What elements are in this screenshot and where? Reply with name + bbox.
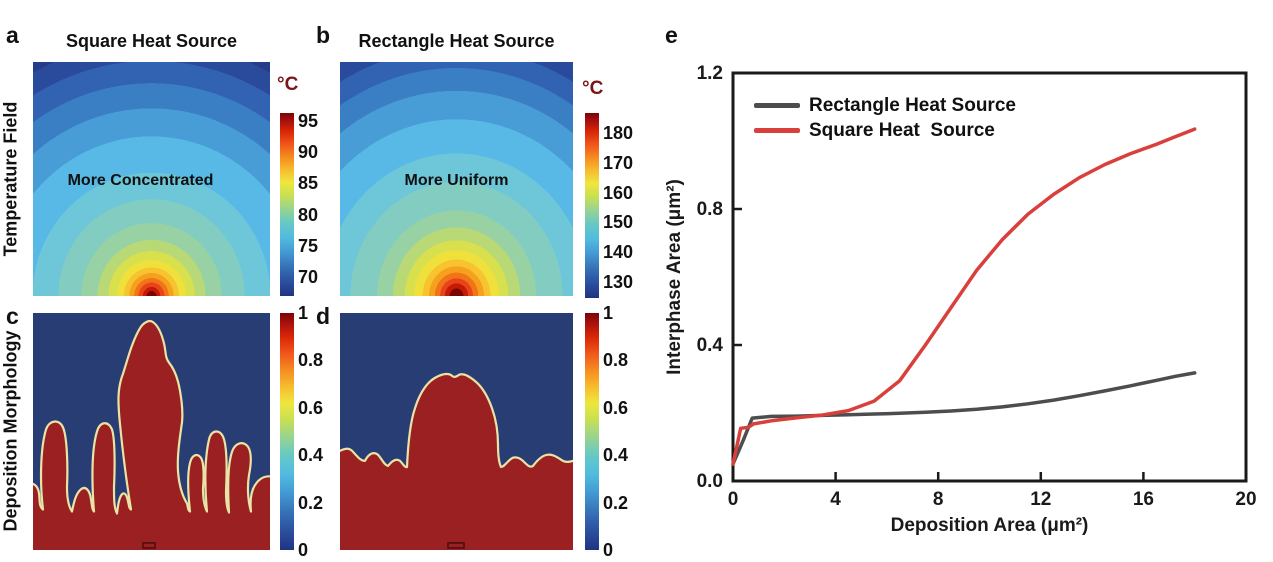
colorbar-tick-label: 180	[603, 122, 634, 143]
row-label-temperature-field: Temperature Field	[0, 101, 21, 257]
y-axis-tick-label: 0.4	[697, 335, 724, 356]
legend-line-swatch	[754, 103, 800, 108]
dendritic-deposit-shape	[33, 319, 270, 550]
x-axis-title: Deposition Area (μm²)	[891, 515, 1089, 536]
colorbar-a-unit-celsius: °C	[277, 74, 299, 95]
panel-b-title: Rectangle Heat Source	[358, 31, 555, 51]
legend-row: Square Heat Source	[754, 118, 1016, 143]
colorbar-tick-label: 0.6	[298, 397, 324, 418]
y-axis-title: Interphase Area (μm²)	[664, 179, 685, 375]
deposition-morphology-rectangle-map	[340, 313, 573, 550]
colorbar-tick-label: 0.8	[298, 350, 324, 371]
colorbar-b-gradient	[585, 113, 599, 298]
panel-letter-d: d	[316, 303, 331, 329]
colorbar-d-tick-labels: 1 0.8 0.6 0.4 0.2 0	[603, 303, 647, 560]
colorbar-tick-label: 1	[298, 303, 309, 323]
colorbar-tick-label: 0.4	[603, 445, 629, 466]
series-line-0	[731, 371, 1197, 466]
colorbar-tick-label: 1	[603, 303, 614, 323]
colorbar-tick-label: 0.2	[603, 492, 629, 513]
colorbar-tick-label: 95	[298, 110, 319, 131]
panel-letter-e: e	[665, 22, 678, 48]
plot-frame	[731, 71, 1248, 483]
y-axis-tick-label: 1.2	[697, 63, 723, 84]
x-axis-tick-label: 20	[1235, 489, 1256, 510]
row-label-deposition-morphology: Deposition Morphology	[0, 330, 21, 532]
x-axis-tick-label: 4	[830, 489, 841, 510]
deposition-morphology-square-map	[33, 313, 270, 550]
legend-label: Rectangle Heat Source	[809, 94, 1016, 116]
colorbar-tick-label: 0.4	[298, 445, 324, 466]
panel-letter-c: c	[6, 303, 19, 329]
colorbar-tick-label: 0.6	[603, 397, 629, 418]
series-line-1	[731, 127, 1197, 466]
colorbar-a-tick-labels: 95 90 85 80 75 70	[298, 110, 342, 296]
colorbar-tick-label: 0	[603, 540, 614, 560]
x-axis-tick-label: 8	[933, 489, 944, 510]
panel-a-title: Square Heat Source	[65, 31, 238, 51]
colorbar-c-tick-labels: 1 0.8 0.6 0.4 0.2 0	[298, 303, 342, 560]
temperature-field-rectangle-heatmap: More Uniform	[340, 62, 573, 296]
x-axis-tick-label: 16	[1133, 489, 1154, 510]
legend-line-swatch	[754, 128, 800, 133]
chart-legend: Rectangle Heat Source Square Heat Source	[754, 93, 1016, 143]
panel-letter-a: a	[6, 22, 19, 48]
colorbar-tick-label: 90	[298, 141, 319, 162]
smooth-deposit-shape	[340, 372, 573, 550]
colorbar-d-gradient	[585, 313, 599, 550]
legend-row: Rectangle Heat Source	[754, 93, 1016, 118]
colorbar-b-unit-celsius: °C	[582, 78, 604, 99]
colorbar-tick-label: 150	[603, 212, 634, 233]
substrate-seed-mark	[447, 542, 465, 549]
annotation-more-concentrated: More Concentrated	[67, 172, 214, 189]
colorbar-b-tick-labels: 180 170 160 150 140 130	[603, 113, 647, 298]
y-axis-tick-label: 0.8	[697, 199, 723, 220]
colorbar-tick-label: 0	[298, 540, 309, 560]
x-axis-tick-label: 12	[1030, 489, 1051, 510]
legend-label: Square Heat Source	[809, 119, 995, 141]
colorbar-tick-label: 170	[603, 152, 634, 173]
colorbar-tick-label: 130	[603, 271, 634, 292]
annotation-more-uniform: More Uniform	[404, 172, 509, 189]
temperature-field-square-heatmap: More Concentrated	[33, 62, 270, 296]
interphase-area-line-chart: 0 4 8 12 16 20 0.0 0.4 0.8 1.2 Deposition Area (μm…	[640, 0, 1273, 562]
panel-letter-b: b	[316, 22, 331, 48]
colorbar-a-gradient	[280, 113, 294, 296]
colorbar-tick-label: 80	[298, 204, 319, 225]
colorbar-tick-label: 0.2	[298, 492, 324, 513]
colorbar-tick-label: 70	[298, 267, 319, 288]
colorbar-tick-label: 75	[298, 235, 319, 256]
colorbar-tick-label: 85	[298, 173, 319, 194]
colorbar-tick-label: 0.8	[603, 350, 629, 371]
line-chart-svg: 0 4 8 12 16 20 0.0 0.4 0.8 1.2 Deposition Area (μm…	[664, 63, 1257, 536]
colorbar-tick-label: 140	[603, 242, 634, 263]
substrate-seed-mark	[142, 542, 156, 549]
y-axis-tick-label: 0.0	[697, 471, 723, 492]
colorbar-c-gradient	[280, 313, 294, 550]
colorbar-tick-label: 160	[603, 182, 634, 203]
x-axis-tick-label: 0	[728, 489, 739, 510]
